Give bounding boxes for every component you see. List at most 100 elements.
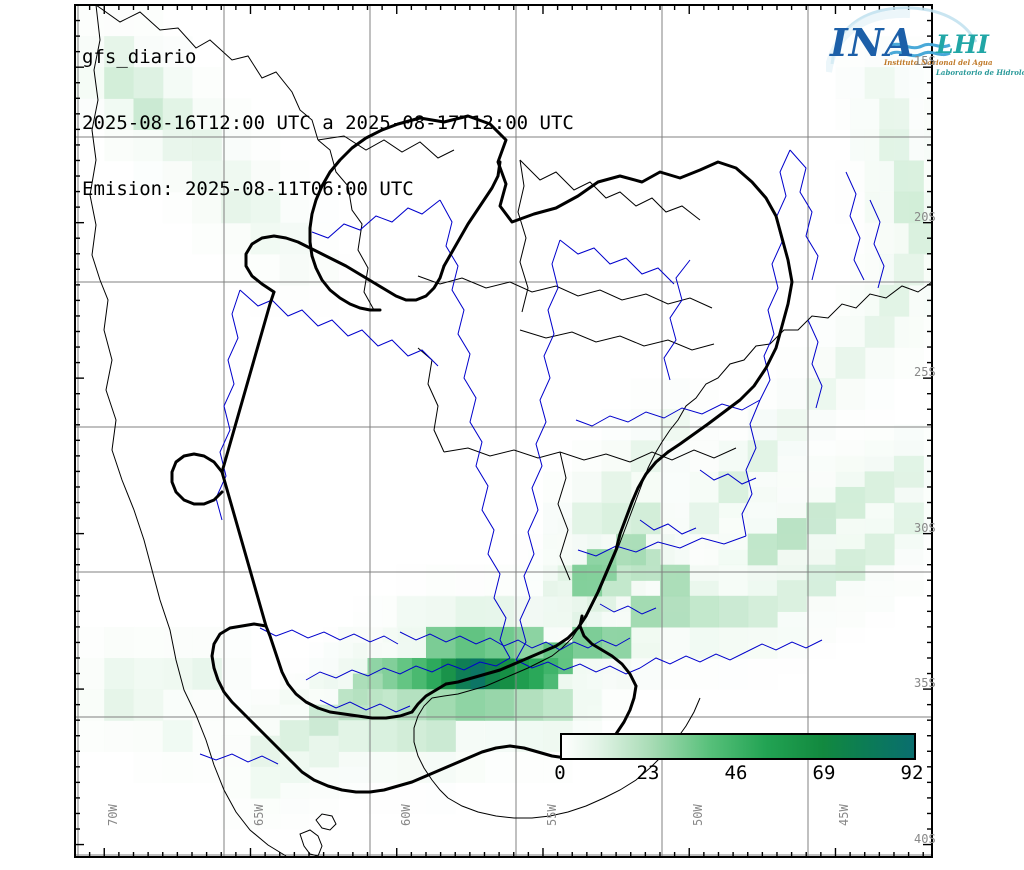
precip-cell-core [893,502,924,535]
precip-cell [162,689,193,721]
precip-cell [367,751,398,783]
precip-cell-core [806,502,837,535]
precip-cell [279,284,310,317]
precip-cell-core [879,98,910,130]
title-block: gfs_diario 2025-08-16T12:00 UTC a 2025-0… [82,2,862,244]
precip-cell-core [133,657,164,690]
precip-cell [718,440,749,473]
colorbar-tick: 23 [636,762,660,784]
precip-cell [484,564,515,597]
precip-cell [747,409,778,441]
precip-cell [396,564,427,597]
precip-cell [308,642,339,675]
precip-cell [572,471,603,504]
precip-cell [542,471,573,504]
precip-cell-core [104,67,135,99]
precip-cell [835,440,866,473]
precip-cell-core [162,98,193,130]
precip-cell [689,657,720,690]
precip-cell [221,129,252,162]
precip-cell [425,564,456,597]
precip-field [75,5,932,830]
precip-cell-core [250,766,281,799]
precip-cell [162,751,193,783]
lat-label: 40S [914,831,936,846]
precip-cell-core [542,689,573,721]
precip-cell [747,657,778,690]
precip-cell-core [864,67,895,99]
precip-cell [133,129,164,162]
precip-cell-core [162,657,193,690]
precip-cell-core [572,502,603,535]
precip-cell [689,626,720,659]
precip-cell-core [104,657,135,690]
precip-cell-core [864,315,895,348]
precip-cell [133,36,164,68]
precip-cell [776,347,807,379]
precip-cell [425,782,456,815]
issue-time: Emision: 2025-08-11T06:00 UTC [82,178,414,200]
precip-cell [513,751,544,783]
precip-cell [162,36,193,68]
precip-cell-core [104,36,135,68]
precip-cell-core [601,471,632,504]
precip-cell [455,595,486,628]
precip-cell [279,191,310,224]
precip-cell [718,564,749,597]
precip-cell-core [513,689,544,721]
precip-cell [659,626,690,659]
precip-cell [542,502,573,535]
precip-cell [572,689,603,721]
precip-cell [689,471,720,504]
precip-cell [191,626,222,659]
precip-cell [747,626,778,659]
precip-cell [908,67,932,99]
precip-cell [601,409,632,441]
precip-cell [133,720,164,752]
precip-cell [104,626,135,659]
precip-cell-core [586,549,617,581]
precip-cell [221,626,252,659]
lon-label: 55W [544,804,559,826]
precip-cell [104,129,135,162]
precip-cell [396,626,427,659]
lon-label: 50W [691,804,706,826]
precip-cell-core [864,471,895,504]
precip-cell-core [893,253,924,286]
precip-cell-core [893,455,924,488]
precip-cell-core [879,129,910,162]
colorbar-tick: 69 [812,762,836,784]
precip-cell-core [425,720,456,752]
precip-cell-core [659,564,690,597]
precip-cell [572,657,603,690]
logo-swoosh-icon [824,6,978,73]
precip-cell [864,424,895,457]
precip-cell-core [484,689,515,721]
precip-cell [542,533,573,566]
colorbar-tick-labels: 0 23 46 69 92 [546,762,932,788]
precip-cell-core [747,533,778,566]
precip-cell-core [835,347,866,379]
logo-subtitle-ina: Instituto Nacional del Agua [884,58,993,67]
precip-cell [279,160,310,193]
precip-cell-core [162,129,193,162]
precip-cell [221,735,252,768]
precip-cell [279,797,310,830]
precip-cell [308,284,339,317]
precip-cell [221,222,252,255]
precip-cell-core [221,191,252,224]
precip-cell [221,657,252,690]
lat-label: 25S [914,365,936,380]
precip-cell-core [425,626,456,659]
precip-cell [367,626,398,659]
logo-lhi-text: LHI [936,30,989,59]
lat-label: 15S [914,54,936,69]
precip-cell-core [630,440,661,473]
precip-cell [455,564,486,597]
precip-cell [776,378,807,410]
lon-label: 65W [252,804,267,826]
precip-cell [191,689,222,721]
precip-cell-core [191,129,222,162]
precip-cell-core [133,689,164,721]
precip-cell [250,129,281,162]
